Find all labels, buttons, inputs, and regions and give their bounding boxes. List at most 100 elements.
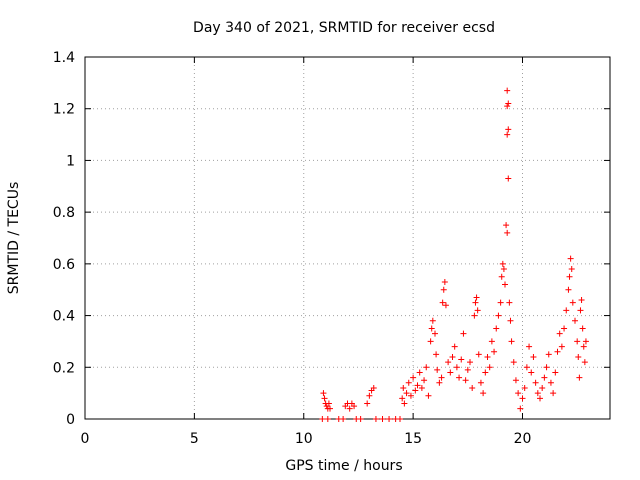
data-point — [556, 330, 563, 337]
data-point — [579, 325, 586, 332]
data-point — [462, 377, 469, 384]
data-point — [324, 416, 331, 422]
data-point — [397, 416, 403, 422]
y-tick-label: 0.6 — [53, 257, 75, 273]
data-point — [405, 379, 412, 386]
data-point — [327, 405, 333, 412]
data-point — [505, 126, 512, 133]
data-point — [521, 384, 528, 391]
data-point — [438, 374, 445, 381]
x-tick-label: 15 — [404, 431, 422, 447]
data-point — [412, 387, 419, 394]
data-point — [578, 297, 585, 304]
y-tick-label: 0.2 — [53, 360, 75, 376]
data-point — [539, 384, 546, 391]
data-point — [421, 377, 428, 384]
data-point — [319, 416, 326, 422]
data-point — [493, 325, 500, 332]
x-tick-label: 0 — [81, 431, 90, 447]
data-point — [552, 369, 559, 376]
data-point — [499, 260, 506, 267]
data-point — [439, 299, 446, 306]
y-tick-label: 1 — [66, 153, 75, 169]
data-point — [407, 392, 414, 399]
data-point — [372, 416, 379, 422]
data-point — [534, 390, 541, 397]
data-point — [340, 416, 347, 422]
data-point — [554, 348, 561, 355]
data-point — [403, 390, 410, 397]
data-point — [472, 299, 479, 306]
data-point — [517, 405, 524, 412]
data-point — [453, 364, 460, 371]
data-point — [425, 392, 432, 399]
data-point — [510, 359, 517, 366]
data-point — [569, 299, 576, 306]
data-point — [428, 325, 435, 332]
y-tick-label: 1.2 — [53, 102, 75, 118]
data-point — [464, 366, 471, 373]
data-point — [568, 266, 575, 273]
data-point — [477, 379, 484, 386]
data-point — [434, 366, 441, 373]
data-point — [504, 103, 511, 110]
data-point — [574, 338, 581, 345]
data-point — [575, 353, 582, 360]
data-point — [351, 403, 358, 410]
data-point — [423, 364, 430, 371]
data-point — [451, 343, 458, 350]
data-point — [473, 294, 480, 301]
data-point — [414, 382, 421, 389]
data-point — [449, 353, 456, 360]
data-point — [458, 356, 465, 363]
data-point — [467, 359, 473, 366]
data-point — [537, 395, 543, 402]
data-point — [410, 374, 417, 381]
data-point — [523, 364, 530, 371]
data-point — [370, 384, 377, 391]
x-tick-label: 5 — [190, 431, 199, 447]
data-point — [526, 343, 533, 350]
data-point — [357, 416, 364, 422]
data-point — [399, 395, 406, 402]
data-point — [504, 87, 511, 94]
data-point — [442, 302, 449, 309]
data-point — [505, 100, 512, 107]
data-points — [319, 87, 589, 422]
data-point — [325, 400, 332, 407]
grid — [85, 57, 610, 419]
data-point — [581, 359, 588, 366]
data-point — [576, 374, 583, 381]
data-point — [429, 317, 436, 324]
data-point — [471, 312, 478, 319]
y-tick-label: 0.8 — [53, 205, 75, 221]
data-point — [530, 353, 537, 360]
data-point — [566, 273, 573, 280]
data-point — [498, 273, 505, 280]
data-point — [502, 281, 508, 288]
data-point — [441, 278, 448, 285]
data-point — [445, 359, 452, 366]
data-point — [491, 348, 498, 355]
data-point — [550, 390, 557, 397]
data-point — [488, 338, 495, 345]
data-point — [504, 229, 511, 236]
data-point — [427, 338, 434, 345]
data-point — [447, 369, 454, 376]
data-point — [507, 317, 514, 324]
data-point — [436, 379, 443, 386]
y-tick-label: 0 — [66, 412, 75, 428]
data-point — [528, 369, 535, 376]
data-point — [418, 384, 425, 391]
data-point — [567, 255, 574, 262]
chart-title: Day 340 of 2021, SRMTID for receiver ecs… — [193, 20, 495, 36]
data-point — [400, 384, 407, 391]
data-point — [401, 400, 408, 407]
data-point — [346, 405, 353, 412]
data-point — [541, 374, 548, 381]
y-axis-label: SRMTID / TECUs — [6, 182, 22, 295]
y-tick-label: 1.4 — [53, 50, 75, 66]
y-tick-label: 0.4 — [53, 309, 75, 325]
data-point — [543, 364, 550, 371]
